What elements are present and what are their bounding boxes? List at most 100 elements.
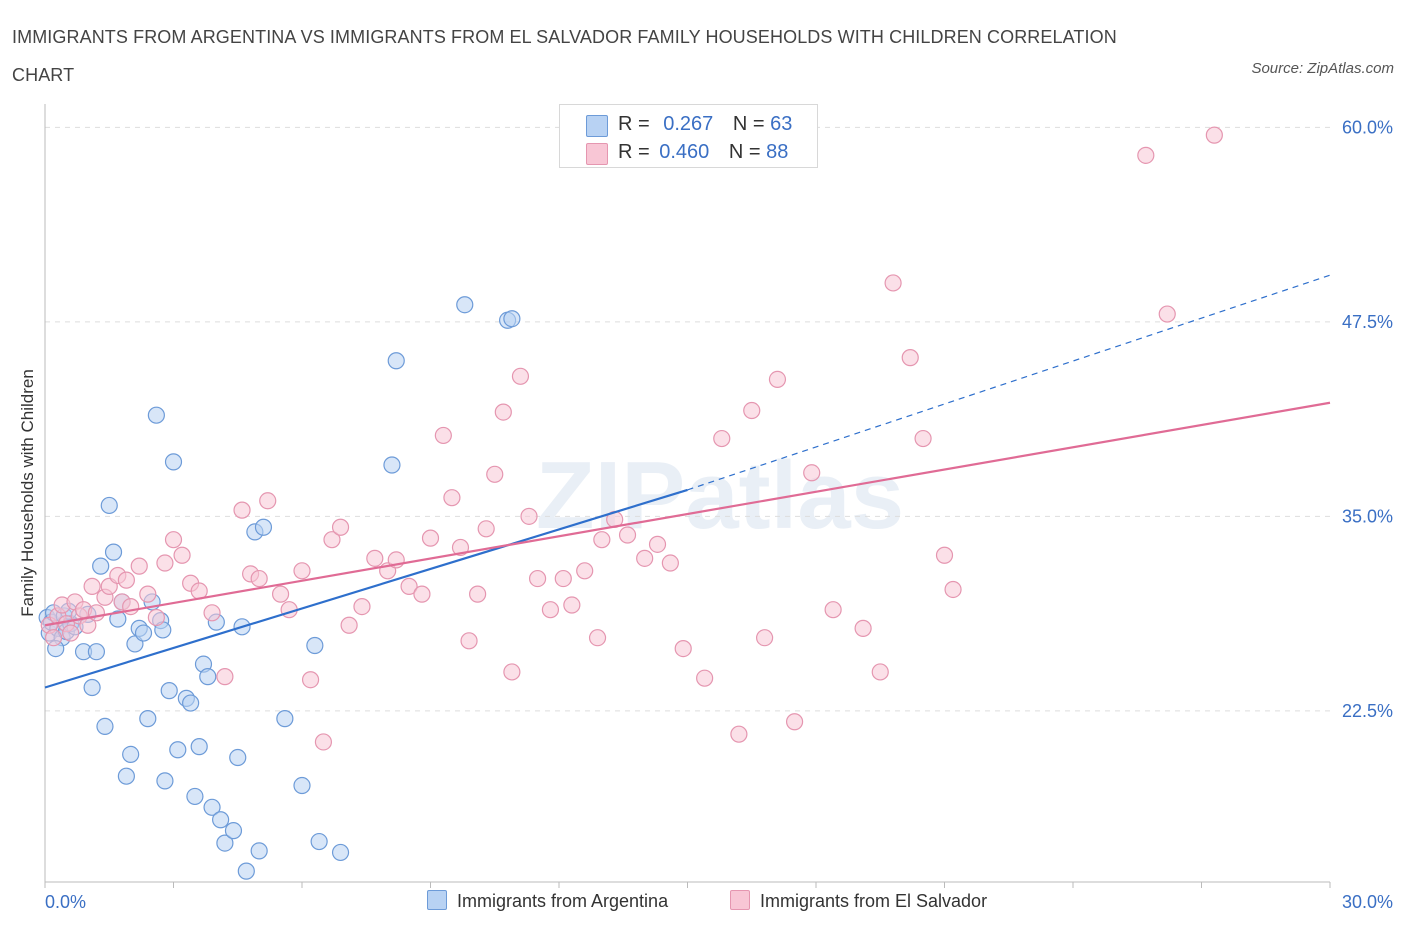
x-tick-marks (44, 882, 1331, 888)
el-salvador-point (323, 531, 341, 549)
y-axis-label: Family Households with Children (18, 369, 37, 617)
el-salvador-point (743, 401, 761, 420)
argentina-point (83, 678, 101, 697)
el-salvador-point (460, 632, 478, 650)
el-salvador-point (944, 580, 962, 599)
el-salvador-point (935, 546, 954, 564)
el-salvador-point (636, 549, 654, 567)
legend-n-label: N = (732, 113, 765, 135)
argentina-point (387, 352, 405, 370)
argentina-point (160, 682, 178, 700)
chart-title: IMMIGRANTS FROM ARGENTINA VS IMMIGRANTS … (12, 27, 1117, 85)
argentina-point (92, 557, 110, 575)
argentina-point (212, 811, 230, 829)
el-salvador-point (511, 367, 530, 385)
argentina-point (250, 842, 268, 860)
el-salvador-point (503, 663, 521, 681)
el-salvador-point (216, 668, 234, 686)
legend-text-argentina: R = 0.267 N = 63 (618, 113, 792, 136)
correlation-legend: R = 0.267 N = 63 R = 0.460 N = 88 (559, 104, 818, 168)
argentina-point (109, 610, 127, 628)
el-salvador-point (353, 597, 371, 616)
argentina-point (87, 643, 106, 661)
argentina-trend-extension (687, 274, 1331, 491)
legend-swatch-blue (586, 115, 608, 137)
el-salvador-point (477, 520, 495, 538)
y-tick-labels: 22.5% 35.0% 47.5% 60.0% (1342, 117, 1393, 721)
el-salvador-point (250, 569, 268, 588)
el-salvador-trend-line (44, 401, 1331, 627)
el-salvador-point (1205, 126, 1223, 144)
argentina-point (190, 738, 208, 756)
el-salvador-point (44, 629, 63, 647)
el-salvador-point (755, 629, 774, 647)
argentina-point (503, 310, 521, 328)
el-salvador-point (340, 616, 358, 634)
argentina-point (203, 798, 221, 816)
argentina-point (139, 710, 157, 728)
el-salvador-point (314, 733, 333, 751)
argentina-point (182, 694, 200, 712)
legend-r-label: R = (618, 113, 650, 135)
el-salvador-point (914, 429, 932, 448)
trend-lines (44, 274, 1331, 689)
el-salvador-point (854, 619, 872, 637)
y-tick-label: 35.0% (1342, 506, 1393, 526)
el-salvador-point (62, 624, 80, 642)
argentina-point (331, 843, 350, 862)
argentina-point (100, 496, 118, 515)
y-tick-label: 60.0% (1342, 117, 1393, 137)
bottom-legend-argentina: Immigrants from Argentina (427, 890, 668, 912)
argentina-point (216, 834, 234, 852)
el-salvador-point (173, 546, 191, 564)
argentina-point (310, 832, 328, 851)
el-salvador-point (494, 403, 512, 421)
el-salvador-point (785, 713, 804, 731)
el-salvador-point (130, 557, 148, 575)
argentina-point (224, 822, 243, 840)
el-salvador-point (528, 569, 547, 588)
el-salvador-point (451, 538, 470, 557)
el-salvador-point (139, 585, 157, 603)
el-salvador-point (1137, 146, 1155, 164)
y-tick-label: 22.5% (1342, 701, 1393, 721)
el-salvador-point (83, 577, 101, 595)
el-salvador-point (871, 663, 889, 681)
series-el-salvador-points (40, 126, 1223, 751)
bottom-legend-label: Immigrants from El Salvador (760, 891, 988, 911)
el-salvador-point (413, 585, 431, 603)
el-salvador-point (421, 529, 440, 547)
el-salvador-point (803, 464, 821, 482)
el-salvador-point (147, 608, 165, 627)
legend-swatch-pink (586, 143, 608, 165)
argentina-point (456, 296, 474, 314)
el-salvador-point (576, 562, 594, 580)
el-salvador-point (443, 489, 461, 507)
el-salvador-point (541, 601, 560, 619)
legend-r-value: 0.267 (663, 113, 714, 135)
argentina-point (186, 787, 204, 806)
x-tick-label-max: 30.0% (1342, 892, 1393, 912)
el-salvador-point (164, 531, 183, 549)
el-salvador-point (563, 596, 581, 614)
el-salvador-point (713, 429, 731, 448)
el-salvador-point (117, 571, 135, 589)
el-salvador-point (901, 349, 919, 367)
el-salvador-point (588, 629, 607, 647)
argentina-trend-line (44, 488, 688, 689)
argentina-point (134, 624, 153, 642)
el-salvador-point (884, 274, 902, 292)
el-salvador-point (648, 535, 667, 553)
el-salvador-point (554, 569, 572, 588)
el-salvador-point (768, 370, 787, 389)
el-salvador-point (1158, 305, 1176, 323)
el-salvador-point (400, 577, 418, 595)
el-salvador-point (271, 585, 290, 603)
el-salvador-point (593, 531, 611, 549)
argentina-point (276, 710, 294, 728)
legend-n-value: 88 (766, 141, 789, 163)
argentina-point (117, 767, 135, 785)
argentina-point (164, 453, 183, 471)
legend-r-label: R = (618, 141, 650, 163)
el-salvador-point (331, 518, 350, 536)
